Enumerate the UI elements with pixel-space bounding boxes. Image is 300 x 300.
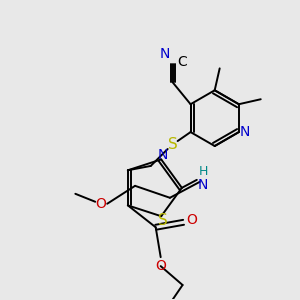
Text: O: O: [186, 213, 197, 227]
Text: S: S: [158, 213, 168, 228]
Text: H: H: [199, 165, 208, 178]
Text: N: N: [240, 125, 250, 139]
Text: O: O: [95, 197, 106, 211]
Text: N: N: [158, 148, 168, 162]
Text: C: C: [178, 56, 188, 69]
Text: S: S: [168, 136, 178, 152]
Text: N: N: [198, 178, 208, 192]
Text: O: O: [155, 259, 166, 273]
Text: N: N: [160, 47, 170, 61]
